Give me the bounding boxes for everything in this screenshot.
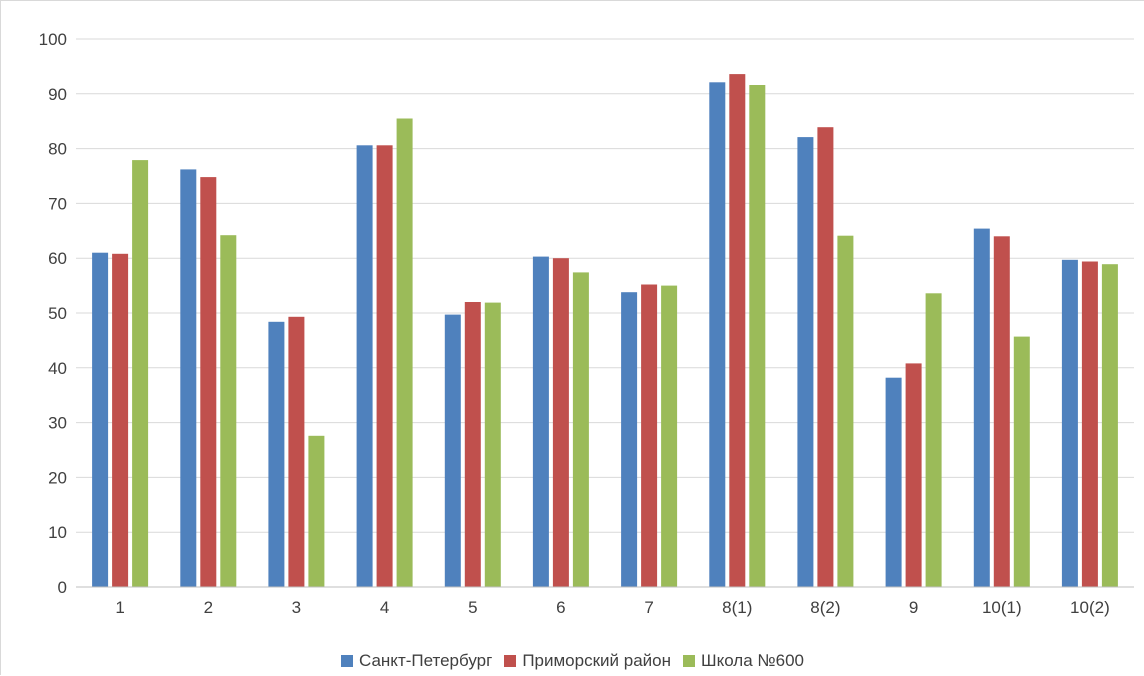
bar-series-3-cat-2	[220, 235, 237, 587]
bar-series-3-cat-7	[661, 285, 678, 587]
bar-series-3-cat-11	[1013, 336, 1030, 587]
legend-item-school: Школа №600	[683, 651, 804, 671]
bar-series-1-cat-10	[885, 377, 902, 587]
y-tick-label: 0	[58, 578, 67, 597]
grid-lines	[76, 38, 1134, 533]
x-tick-label: 5	[468, 598, 477, 617]
bar-series-1-cat-7	[621, 292, 638, 587]
y-tick-label: 50	[48, 304, 67, 323]
bar-series-2-cat-8	[729, 74, 746, 588]
legend-swatch-primorsky	[504, 655, 517, 667]
bar-series-2-cat-3	[288, 316, 305, 587]
legend: Санкт-Петербург Приморский район Школа №…	[1, 651, 1144, 671]
legend-label-spb: Санкт-Петербург	[359, 651, 493, 670]
legend-swatch-spb	[341, 655, 353, 667]
bar-series-1-cat-9	[797, 137, 814, 587]
y-tick-label: 70	[48, 194, 67, 213]
y-tick-label: 100	[39, 30, 67, 49]
bar-series-3-cat-1	[132, 160, 149, 587]
bar-series-1-cat-6	[532, 256, 549, 587]
legend-label-school: Школа №600	[701, 651, 804, 670]
x-tick-label: 4	[380, 598, 389, 617]
bar-series-2-cat-12	[1081, 261, 1098, 587]
y-tick-label: 40	[48, 359, 67, 378]
x-tick-label: 7	[644, 598, 653, 617]
x-tick-label: 8(2)	[810, 598, 840, 617]
bar-series-2-cat-2	[200, 177, 217, 587]
y-tick-label: 90	[48, 85, 67, 104]
y-axis-ticks: 0 10 20 30 40 50 60 70 80 90 100	[39, 30, 67, 597]
x-tick-label: 10(1)	[982, 598, 1022, 617]
bar-series-3-cat-12	[1101, 264, 1118, 587]
x-tick-label: 2	[204, 598, 213, 617]
bar-series-3-cat-9	[837, 235, 854, 587]
legend-label-primorsky: Приморский район	[522, 651, 671, 670]
y-tick-label: 60	[48, 249, 67, 268]
bar-series-3-cat-6	[572, 272, 589, 587]
bar-series-1-cat-12	[1061, 259, 1078, 587]
bar-series-3-cat-10	[925, 293, 942, 587]
x-tick-label: 3	[292, 598, 301, 617]
x-tick-label: 10(2)	[1070, 598, 1110, 617]
bar-series-3-cat-5	[484, 302, 501, 587]
bar-series-2-cat-5	[464, 302, 481, 587]
bar-series-2-cat-7	[641, 284, 658, 587]
bar-series-1-cat-4	[356, 145, 373, 588]
y-tick-label: 10	[48, 523, 67, 542]
bar-series-1-cat-11	[973, 228, 990, 587]
bar-series-1-cat-3	[268, 321, 285, 587]
bar-series-3-cat-3	[308, 435, 325, 587]
legend-item-spb: Санкт-Петербург	[341, 651, 492, 671]
bar-series-1-cat-1	[92, 252, 109, 587]
y-tick-label: 80	[48, 140, 67, 159]
y-tick-label: 30	[48, 414, 67, 433]
bar-series-1-cat-8	[709, 82, 726, 588]
bar-series-2-cat-6	[552, 258, 569, 587]
x-tick-label: 8(1)	[722, 598, 752, 617]
x-axis-ticks: 1 2 3 4 5 6 7 8(1) 8(2) 9 10(1) 10(2)	[115, 598, 1109, 617]
bar-series-2-cat-4	[376, 145, 393, 588]
bar-series-1-cat-2	[180, 169, 197, 587]
legend-swatch-school	[683, 655, 695, 667]
bars	[92, 74, 1118, 588]
bar-series-3-cat-8	[749, 85, 766, 587]
bar-series-2-cat-11	[993, 236, 1010, 588]
x-tick-label: 6	[556, 598, 565, 617]
bar-series-1-cat-5	[444, 314, 461, 587]
y-tick-label: 20	[48, 468, 67, 487]
x-tick-label: 1	[115, 598, 124, 617]
bar-series-2-cat-1	[112, 253, 129, 588]
bar-series-2-cat-10	[905, 363, 922, 587]
x-tick-label: 9	[909, 598, 918, 617]
bar-series-3-cat-4	[396, 118, 413, 587]
bar-series-2-cat-9	[817, 127, 834, 587]
legend-item-primorsky: Приморский район	[504, 651, 671, 671]
